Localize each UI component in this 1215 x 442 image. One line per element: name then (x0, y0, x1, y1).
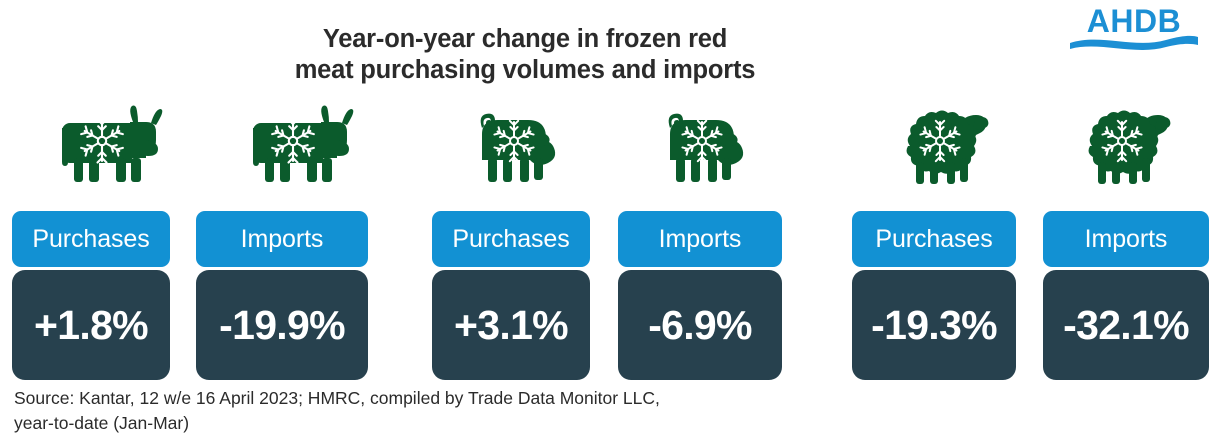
title-line-2: meat purchasing volumes and imports (294, 56, 756, 84)
ahdb-logo: AHDB (1066, 2, 1202, 54)
frozen-pork-icon (650, 96, 760, 192)
stat-lamb-imports: Imports -32.1% (1043, 211, 1209, 380)
stat-lamb-purchases: Purchases -19.3% (852, 211, 1016, 380)
stat-value: +1.8% (12, 270, 170, 380)
stat-label: Imports (618, 211, 782, 267)
stat-label: Imports (1043, 211, 1209, 267)
page-title: Year-on-year change in frozen red meat p… (0, 24, 1050, 86)
source-line-1: Source: Kantar, 12 w/e 16 April 2023; HM… (14, 388, 660, 408)
frozen-lamb-icon (1072, 96, 1178, 192)
stat-pork-imports: Imports -6.9% (618, 211, 782, 380)
stat-value: -19.9% (196, 270, 368, 380)
frozen-beef-icon (225, 96, 357, 192)
stat-value: -19.3% (852, 270, 1016, 380)
source-note: Source: Kantar, 12 w/e 16 April 2023; HM… (14, 386, 914, 436)
frozen-pork-icon (462, 96, 572, 192)
frozen-beef-icon (34, 96, 166, 192)
stat-label: Purchases (12, 211, 170, 267)
stat-label: Purchases (432, 211, 590, 267)
animal-icon-row (0, 96, 1215, 192)
svg-text:AHDB: AHDB (1087, 3, 1181, 39)
frozen-lamb-icon (890, 96, 996, 192)
stat-value: -32.1% (1043, 270, 1209, 380)
stat-pork-purchases: Purchases +3.1% (432, 211, 590, 380)
stat-beef-imports: Imports -19.9% (196, 211, 368, 380)
source-line-2: year-to-date (Jan-Mar) (14, 413, 190, 433)
stat-beef-purchases: Purchases +1.8% (12, 211, 170, 380)
stat-label: Purchases (852, 211, 1016, 267)
stat-label: Imports (196, 211, 368, 267)
title-line-1: Year-on-year change in frozen red (322, 25, 728, 53)
stat-value: +3.1% (432, 270, 590, 380)
stat-value: -6.9% (618, 270, 782, 380)
